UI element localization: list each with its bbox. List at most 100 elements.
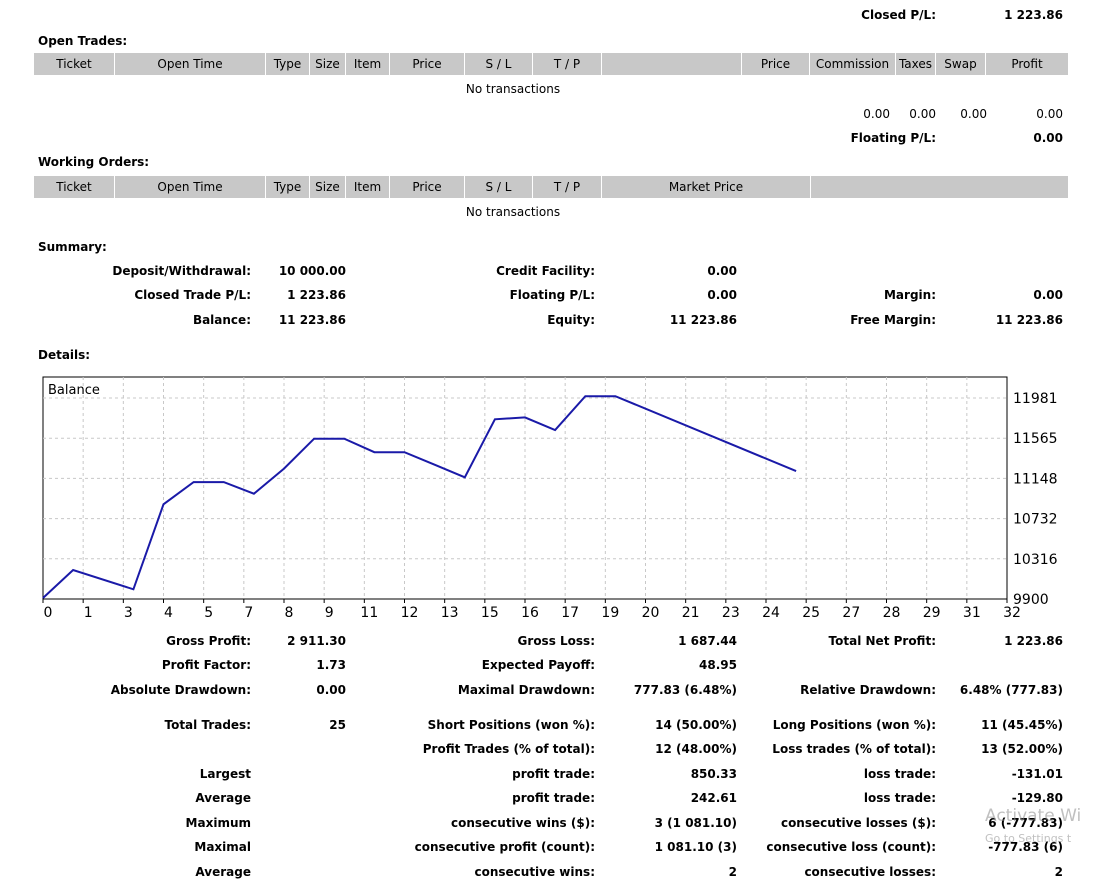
equity-value: 11 223.86 [669,313,737,327]
largest-loss-value: -131.01 [1011,767,1063,781]
x-tick-label: 28 [883,605,901,621]
col-profit: Profit [985,53,1068,75]
gross-profit-value: 2 911.30 [287,634,346,648]
avg-profit-value: 242.61 [690,791,737,805]
col-swap: Swap [935,53,985,75]
profit-factor-value: 1.73 [316,658,346,672]
col-taxes: Taxes [895,53,935,75]
summary-floating-value: 0.00 [707,288,737,302]
x-tick-label: 12 [401,605,419,621]
max-cons-wins-value: 3 (1 081.10) [654,816,737,830]
total-net-value: 1 223.86 [1004,634,1063,648]
col-commission: Commission [809,53,895,75]
col-open-time: Open Time [114,53,265,75]
col-market-price: Market Price [601,176,810,198]
profit-trades-value: 12 (48.00%) [655,742,737,756]
closed-pl-label: Closed P/L: [861,8,936,22]
open-trades-taxes-total: 0.00 [909,107,936,121]
max-drawdown-label: Maximal Drawdown: [457,683,595,697]
x-tick-label: 24 [762,605,780,621]
avg-cons-wins-value: 2 [728,865,737,879]
expected-payoff-value: 48.95 [699,658,737,672]
avg-loss-label: loss trade: [863,791,936,805]
short-positions-value: 14 (50.00%) [655,718,737,732]
col-open-time: Open Time [114,176,265,198]
y-tick-label: 11148 [1013,471,1058,487]
y-tick-label: 11565 [1013,431,1058,447]
profit-factor-label: Profit Factor: [161,658,251,672]
x-tick-label: 16 [521,605,539,621]
working-orders-header: Ticket Open Time Type Size Item Price S … [34,176,1068,198]
open-trades-commission-total: 0.00 [863,107,890,121]
total-net-label: Total Net Profit: [828,634,936,648]
maximal-cons-loss-label: consecutive loss (count): [766,840,936,854]
free-margin-value: 11 223.86 [995,313,1063,327]
floating-pl-label: Floating P/L: [850,131,936,145]
open-trades-swap-total: 0.00 [960,107,987,121]
balance-value: 11 223.86 [278,313,346,327]
y-tick-label: 9900 [1013,592,1049,608]
margin-value: 0.00 [1033,288,1063,302]
total-trades-value: 25 [329,718,346,732]
x-tick-label: 25 [802,605,820,621]
summary-title: Summary: [38,240,107,254]
working-orders-title: Working Orders: [38,155,150,169]
open-trades-profit-total: 0.00 [1036,107,1063,121]
x-tick-label: 17 [561,605,579,621]
col-ticket: Ticket [56,57,92,71]
x-tick-label: 19 [601,605,619,621]
short-positions-label: Short Positions (won %): [427,718,595,732]
long-positions-label: Long Positions (won %): [772,718,936,732]
largest-profit-label: profit trade: [512,767,595,781]
col-type: Type [265,53,309,75]
col-blank [810,176,1068,198]
col-size: Size [309,176,345,198]
x-tick-label: 5 [204,605,213,621]
closed-trade-label: Closed Trade P/L: [134,288,251,302]
x-tick-label: 8 [285,605,294,621]
col-item: Item [345,53,389,75]
col-type: Type [265,176,309,198]
x-tick-label: 1 [84,605,93,621]
y-tick-label: 10316 [1013,552,1058,568]
average-label: Average [195,791,251,805]
col-item: Item [345,176,389,198]
activation-watermark-line1: Activate Wi [985,806,1082,826]
maximum-label: Maximum [185,816,251,830]
x-tick-label: 21 [682,605,700,621]
maximal-cons-profit-value: 1 081.10 (3) [654,840,737,854]
y-tick-label: 10732 [1013,512,1058,528]
x-tick-label: 3 [124,605,133,621]
max-cons-losses-value: 6 (-777.83) [988,816,1063,830]
col-ticket: Ticket [56,180,92,194]
col-sl: S / L [464,176,532,198]
x-tick-label: 11 [360,605,378,621]
abs-drawdown-value: 0.00 [316,683,346,697]
balance-line [42,395,797,599]
open-trades-header: Ticket Open Time Type Size Item Price S … [34,53,1068,75]
x-tick-label: 13 [441,605,459,621]
x-tick-label: 29 [923,605,941,621]
loss-trades-label: Loss trades (% of total): [772,742,936,756]
open-trades-empty: No transactions [465,82,561,96]
col-blank [601,53,741,75]
closed-trade-value: 1 223.86 [287,288,346,302]
long-positions-value: 11 (45.45%) [981,718,1063,732]
deposit-label: Deposit/Withdrawal: [112,264,251,278]
credit-label: Credit Facility: [496,264,595,278]
loss-trades-value: 13 (52.00%) [981,742,1063,756]
x-tick-label: 27 [842,605,860,621]
rel-drawdown-value: 6.48% (777.83) [959,683,1063,697]
maximal-cons-profit-label: consecutive profit (count): [414,840,595,854]
col-tp: T / P [532,176,601,198]
avg-cons-losses-value: 2 [1054,865,1063,879]
largest-loss-label: loss trade: [863,767,936,781]
x-tick-label: 4 [164,605,173,621]
y-tick-label: 11981 [1013,391,1058,407]
x-tick-label: 32 [1003,605,1021,621]
margin-label: Margin: [883,288,936,302]
activation-watermark-line2: Go to Settings t [985,832,1072,845]
open-trades-title: Open Trades: [38,34,128,48]
x-tick-label: 23 [722,605,740,621]
